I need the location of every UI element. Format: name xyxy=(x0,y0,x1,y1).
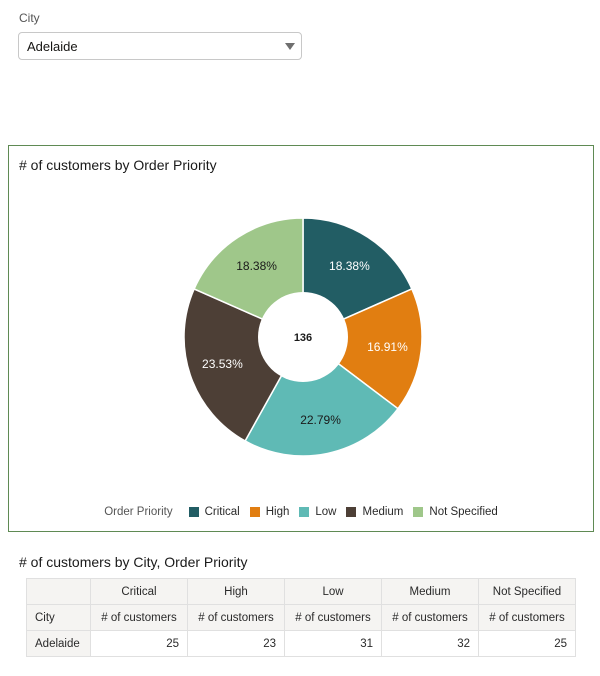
dropdown-arrow-icon[interactable] xyxy=(285,43,295,50)
column-header-not-specified: Not Specified xyxy=(478,578,576,605)
legend-item-high[interactable]: High xyxy=(249,506,290,518)
city-filter-label: City xyxy=(19,11,40,25)
city-select[interactable]: Adelaide xyxy=(18,32,302,60)
row-header-city: City xyxy=(26,604,91,631)
pie-slice-low[interactable] xyxy=(244,335,400,457)
slice-label-medium: 23.53% xyxy=(202,357,243,371)
legend-label: High xyxy=(265,506,290,518)
legend-label: Not Specified xyxy=(429,506,498,518)
legend-item-not-specified[interactable]: Not Specified xyxy=(413,506,498,518)
pie-chart-panel: # of customers by Order Priority 18.38% 1… xyxy=(8,145,594,532)
donut-center-total: 136 xyxy=(294,332,312,344)
row-label: Adelaide xyxy=(26,630,91,657)
legend-swatch xyxy=(346,507,357,517)
pivot-table: Critical High Low Medium Not Specified C… xyxy=(26,578,576,657)
legend-swatch xyxy=(299,507,310,517)
slice-label-not-specified: 18.38% xyxy=(236,259,277,273)
legend-swatch xyxy=(188,507,199,517)
legend-item-low[interactable]: Low xyxy=(299,506,336,518)
chart-legend: Order Priority Critical High Low Medium Not … xyxy=(9,506,595,518)
legend-label: Medium xyxy=(362,506,404,518)
slice-label-high: 16.91% xyxy=(367,340,408,354)
table-title: # of customers by City, Order Priority xyxy=(19,554,248,570)
column-header-low: Low xyxy=(284,578,382,605)
corner-cell xyxy=(26,578,91,605)
column-header-medium: Medium xyxy=(381,578,479,605)
table-cell: 25 xyxy=(478,630,576,657)
legend-item-medium[interactable]: Medium xyxy=(346,506,403,518)
table-measure-row: City # of customers # of customers # of … xyxy=(26,604,576,631)
legend-title: Order Priority xyxy=(104,506,173,518)
table-cell: 32 xyxy=(381,630,479,657)
pie-slice-high[interactable] xyxy=(301,287,423,410)
legend-label: Critical xyxy=(204,506,240,518)
slice-label-low: 22.79% xyxy=(300,413,341,427)
table-header-row: Critical High Low Medium Not Specified xyxy=(26,578,576,605)
legend-item-critical[interactable]: Critical xyxy=(188,506,240,518)
legend-label: Low xyxy=(315,506,337,518)
legend-swatch xyxy=(413,507,424,517)
city-select-value: Adelaide xyxy=(27,38,78,54)
donut-chart: 18.38% 16.91% 22.79% 23.53% 18.38% 136 xyxy=(183,217,423,457)
measure-header: # of customers xyxy=(478,604,576,631)
donut-hole xyxy=(258,292,348,382)
legend-swatch xyxy=(249,507,260,517)
measure-header: # of customers xyxy=(90,604,188,631)
table-row: Adelaide 25 23 31 32 25 xyxy=(26,630,576,657)
measure-header: # of customers xyxy=(187,604,285,631)
measure-header: # of customers xyxy=(284,604,382,631)
table-cell: 31 xyxy=(284,630,382,657)
table-cell: 25 xyxy=(90,630,188,657)
table-cell: 23 xyxy=(187,630,285,657)
chart-title: # of customers by Order Priority xyxy=(19,157,217,173)
slice-label-critical: 18.38% xyxy=(329,259,370,273)
column-header-high: High xyxy=(187,578,285,605)
measure-header: # of customers xyxy=(381,604,479,631)
column-header-critical: Critical xyxy=(90,578,188,605)
